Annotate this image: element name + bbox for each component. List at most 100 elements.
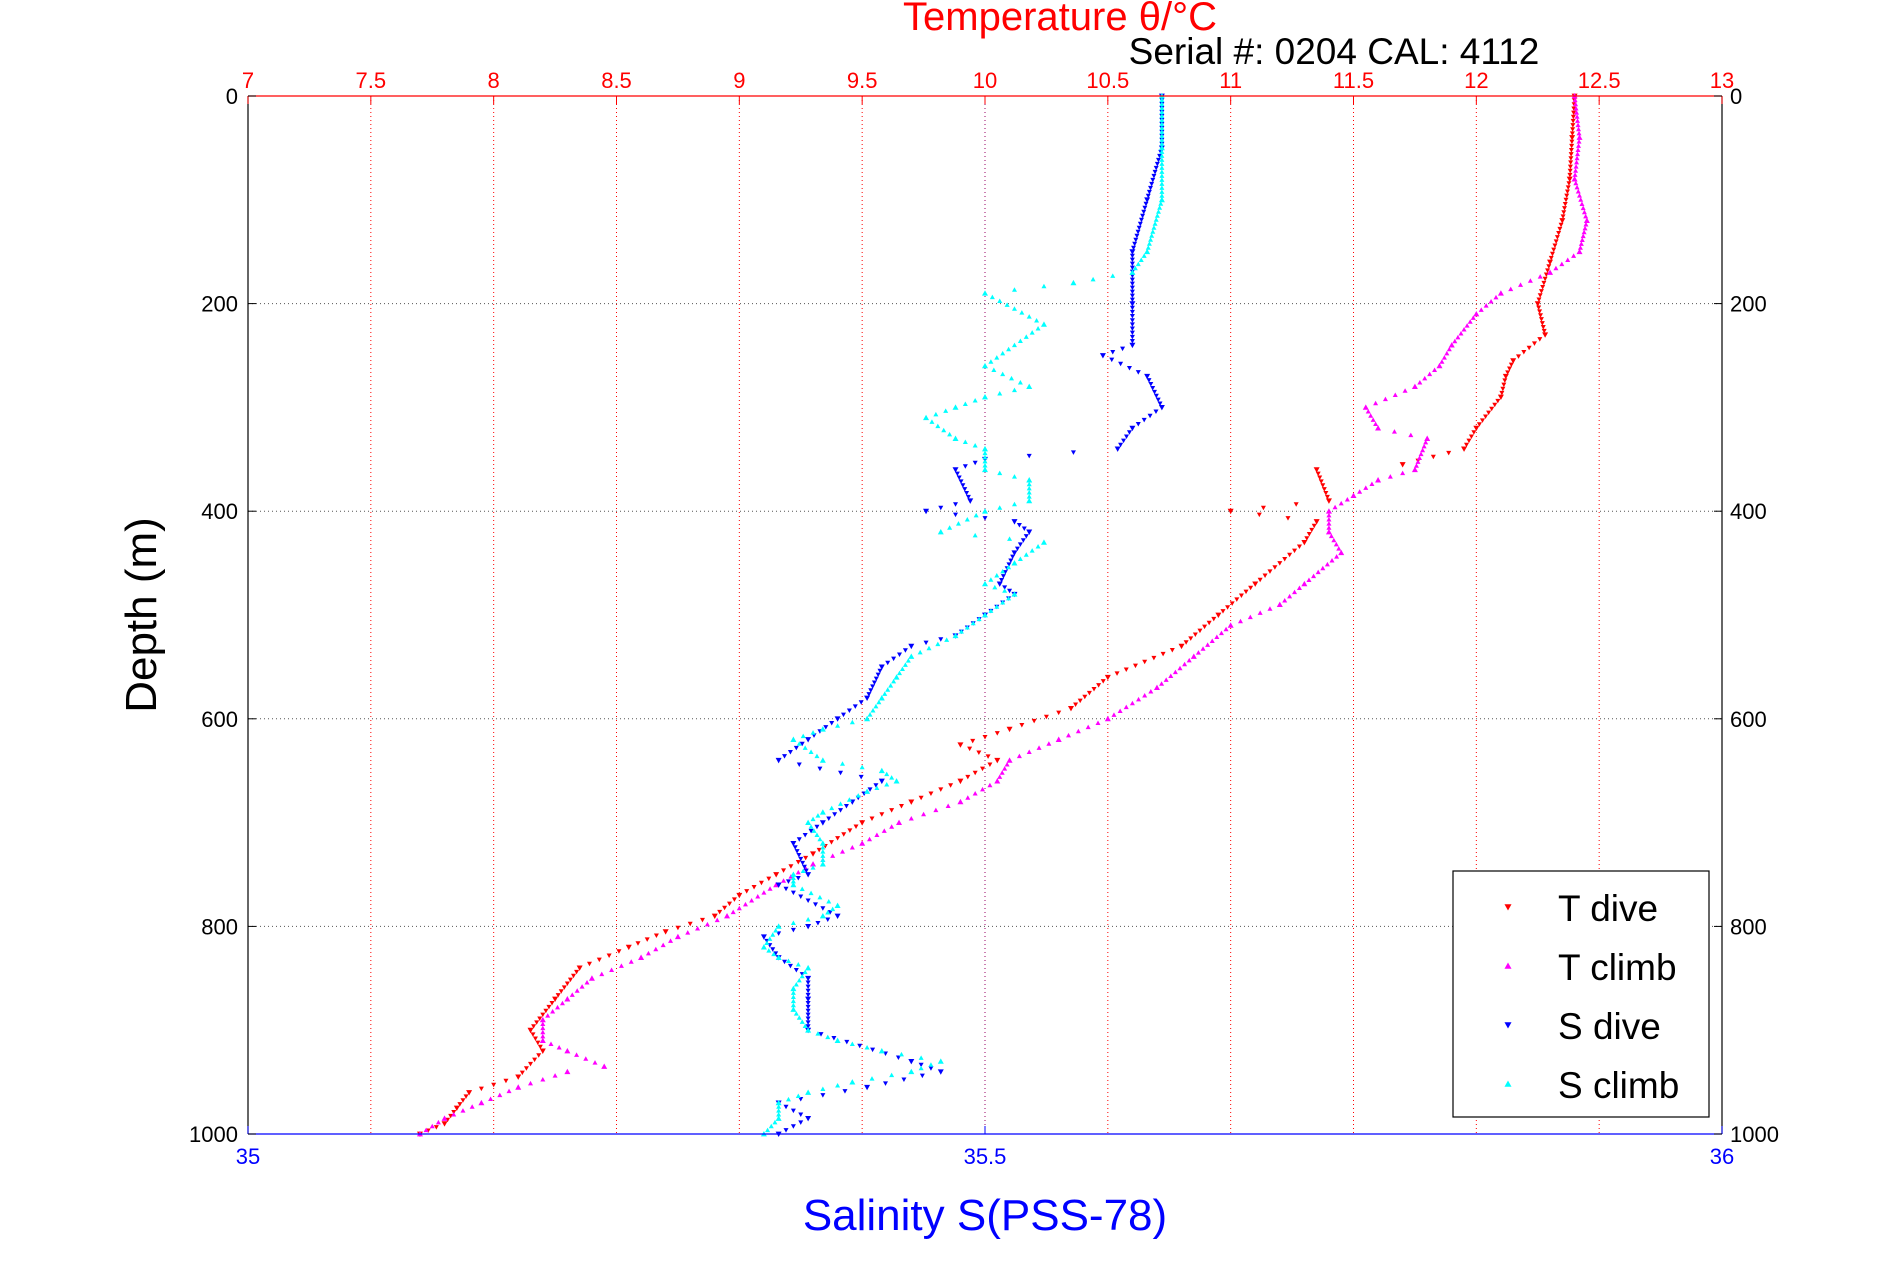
salinity-tick-label: 35: [236, 1144, 260, 1169]
data-point: [1547, 269, 1554, 275]
data-point: [982, 445, 988, 452]
data-point: [883, 1081, 889, 1086]
data-point: [1026, 490, 1032, 495]
data-point: [1043, 714, 1049, 720]
data-point: [972, 442, 978, 448]
data-point: [1129, 257, 1135, 263]
data-point: [1000, 574, 1006, 579]
data-point: [994, 604, 1000, 609]
data-point: [1516, 354, 1522, 359]
data-point: [870, 684, 876, 689]
data-point: [805, 996, 812, 1003]
data-point: [799, 1019, 805, 1024]
data-point: [1135, 261, 1141, 267]
temperature-tick-label: 13: [1710, 68, 1734, 93]
data-point: [790, 890, 796, 896]
data-point: [994, 778, 1001, 784]
data-point: [1575, 188, 1581, 194]
data-point: [1531, 341, 1537, 346]
data-point: [965, 494, 971, 500]
data-point: [583, 1056, 589, 1061]
legend-label: S climb: [1558, 1065, 1679, 1106]
data-point: [463, 1094, 469, 1099]
data-point: [847, 828, 853, 833]
data-point: [1287, 552, 1293, 558]
data-point: [515, 1084, 522, 1090]
data-point: [1148, 382, 1154, 387]
depth-tick-label-right: 1000: [1730, 1122, 1779, 1147]
data-point: [599, 971, 605, 977]
data-point: [808, 749, 814, 755]
temperature-tick-label: 8.5: [601, 68, 632, 93]
data-point: [918, 795, 924, 801]
data-point: [805, 819, 812, 825]
data-point: [923, 640, 929, 646]
data-point: [558, 989, 564, 994]
data-point: [793, 1011, 799, 1016]
data-point: [1568, 160, 1574, 165]
data-point: [548, 1041, 554, 1047]
data-point: [1141, 209, 1147, 215]
data-point: [768, 1123, 774, 1129]
data-point: [776, 1108, 782, 1113]
data-point: [820, 849, 826, 854]
data-point: [803, 855, 809, 861]
data-point: [574, 969, 580, 975]
data-point: [1149, 181, 1155, 187]
data-point: [814, 753, 820, 759]
data-point: [668, 938, 674, 943]
data-point: [773, 951, 779, 956]
data-point: [1202, 624, 1208, 630]
data-point: [1301, 580, 1308, 587]
data-point: [893, 674, 900, 680]
data-point: [1000, 568, 1006, 574]
temperature-tick-label: 7: [242, 68, 254, 93]
data-point: [564, 981, 570, 986]
data-point: [1569, 143, 1575, 149]
data-point: [1159, 137, 1165, 142]
data-point: [1573, 164, 1579, 169]
data-point: [1571, 176, 1578, 182]
data-point: [982, 466, 988, 473]
data-point: [1252, 581, 1259, 587]
data-point: [764, 940, 770, 946]
data-point: [1011, 387, 1017, 393]
data-point: [1538, 317, 1544, 322]
data-point: [555, 993, 561, 998]
data-point: [938, 787, 944, 792]
data-point: [962, 401, 968, 406]
data-point: [1135, 229, 1141, 235]
data-point: [1195, 650, 1201, 655]
data-point: [800, 860, 806, 866]
series-s-climb: [760, 93, 1165, 1137]
data-point: [1576, 126, 1582, 132]
data-point: [1159, 101, 1165, 106]
data-point: [766, 876, 772, 882]
data-point: [1157, 153, 1163, 159]
data-point: [1470, 315, 1476, 320]
data-point: [1183, 640, 1189, 645]
data-point: [724, 913, 731, 919]
data-point: [460, 1108, 466, 1113]
data-point: [1154, 213, 1160, 218]
temperature-tick-label: 10.5: [1086, 68, 1129, 93]
salinity-tick-label: 35.5: [964, 1144, 1007, 1169]
data-point: [540, 1077, 546, 1082]
data-point: [1141, 253, 1147, 258]
data-point: [1159, 97, 1165, 102]
x-axis-bottom-label: Salinity S(PSS-78): [803, 1191, 1167, 1240]
data-point: [976, 616, 982, 622]
data-point: [1034, 317, 1040, 323]
data-point: [1021, 526, 1027, 531]
data-point: [1565, 185, 1571, 190]
data-point: [1158, 144, 1165, 151]
data-point: [1129, 293, 1135, 299]
data-point: [1159, 125, 1165, 130]
data-point: [795, 961, 801, 967]
data-point: [873, 703, 879, 709]
data-point: [1155, 209, 1161, 214]
data-point: [795, 1093, 801, 1098]
data-point: [1441, 355, 1447, 360]
data-point: [928, 1062, 934, 1067]
data-point: [1566, 176, 1573, 183]
